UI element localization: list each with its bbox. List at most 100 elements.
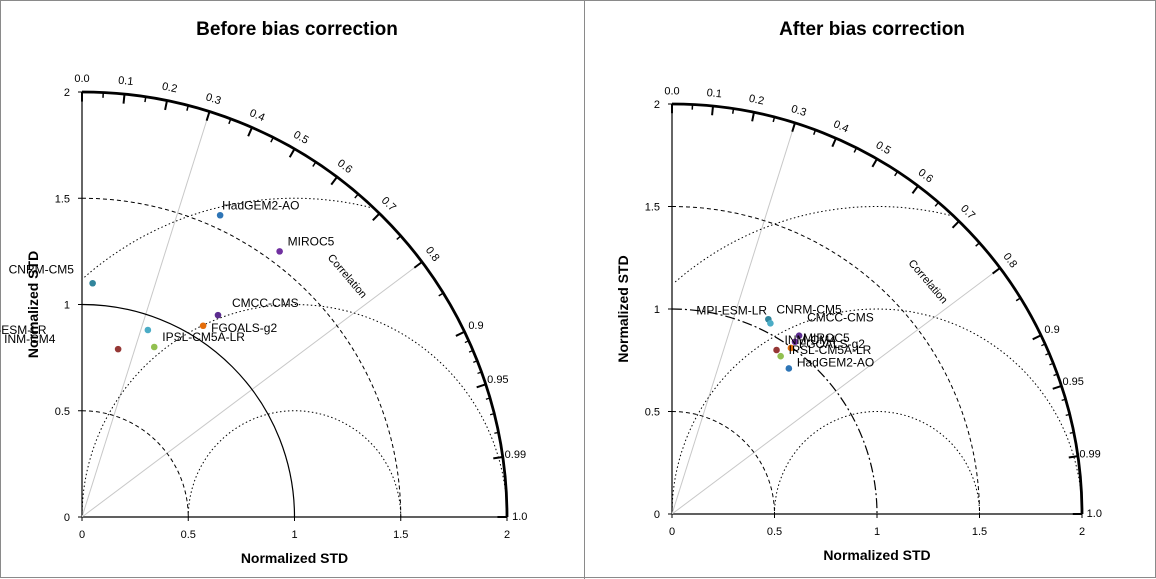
- correlation-major-tick: [872, 159, 877, 167]
- data-point: [151, 344, 158, 351]
- correlation-tick-label: 0.7: [379, 195, 398, 214]
- correlation-tick-label: 0.95: [487, 374, 508, 386]
- x-axis-label: Normalized STD: [241, 550, 348, 566]
- correlation-major-tick: [165, 101, 167, 110]
- y-tick-label: 1: [654, 304, 660, 316]
- correlation-minor-tick: [935, 202, 938, 206]
- correlation-major-tick: [124, 94, 125, 104]
- y-tick-label: 2: [64, 87, 70, 99]
- correlation-major-tick: [331, 177, 337, 185]
- taylor-diagram-before: Before bias correction 0.0 0.1 0.2 0.3 0.4 0.5…: [1, 1, 584, 579]
- correlation-minor-tick: [439, 293, 444, 296]
- correlation-major-tick: [993, 268, 1000, 274]
- correlation-tick-label: 1.0: [1087, 508, 1102, 520]
- correlation-major-tick: [290, 149, 295, 157]
- correlation-tick-label: 0.0: [664, 86, 679, 98]
- y-axis-label: Normalized STD: [615, 255, 631, 362]
- correlation-major-tick: [912, 186, 918, 193]
- correlation-major-tick: [712, 106, 713, 115]
- correlation-minor-tick: [733, 109, 734, 114]
- correlation-minor-tick: [976, 243, 980, 246]
- x-tick-label: 0.5: [181, 529, 196, 541]
- y-tick-label: 0.5: [645, 407, 660, 419]
- x-tick-label: 2: [504, 529, 510, 541]
- data-point-label: MIROC5: [288, 234, 335, 248]
- data-point: [89, 280, 96, 287]
- data-point-label: HadGEM2-AO: [222, 198, 299, 212]
- correlation-tick-label: 0.2: [161, 81, 178, 96]
- y-tick-label: 1: [64, 300, 70, 312]
- correlation-minor-tick: [1070, 432, 1074, 433]
- correlation-tick-label: 0.4: [248, 107, 267, 124]
- correlation-tick-label: 0.8: [423, 245, 442, 264]
- correlation-major-tick: [1069, 456, 1078, 457]
- correlation-tick-label: 0.9: [1044, 324, 1059, 336]
- correlation-minor-tick: [397, 236, 401, 240]
- correlation-major-tick: [248, 127, 252, 136]
- correlation-major-tick: [493, 457, 502, 458]
- data-point: [115, 346, 122, 353]
- data-point: [276, 248, 283, 255]
- x-tick-label: 0: [669, 526, 675, 538]
- std-arc: [672, 412, 775, 515]
- correlation-tick-label: 0.1: [706, 87, 722, 100]
- data-point-label: IPSL-CM5A-LR: [162, 330, 245, 344]
- correlation-major-tick: [752, 112, 754, 121]
- x-tick-label: 1: [874, 526, 880, 538]
- correlation-tick-label: 0.5: [874, 139, 893, 157]
- correlation-minor-tick: [355, 194, 358, 198]
- correlation-minor-tick: [271, 137, 273, 142]
- y-tick-label: 1.5: [55, 193, 70, 205]
- correlation-minor-tick: [313, 162, 316, 166]
- correlation-tick-label: 1.0: [512, 511, 527, 523]
- y-tick-label: 1.5: [645, 202, 660, 214]
- correlation-tick-label: 0.95: [1062, 376, 1083, 388]
- data-point-label: CNRM-CM5: [9, 262, 75, 276]
- correlation-major-tick: [792, 123, 795, 132]
- correlation-major-tick: [207, 112, 210, 121]
- correlation-tick-label: 0.99: [1079, 448, 1100, 460]
- correlation-tick-label: 0.1: [118, 75, 134, 88]
- x-tick-label: 1.5: [393, 529, 408, 541]
- correlation-tick-label: 0.8: [1001, 251, 1020, 270]
- correlation-major-tick: [1033, 335, 1041, 339]
- data-point-label: HadGEM2-AO: [797, 355, 874, 369]
- x-tick-label: 0.5: [767, 526, 782, 538]
- correlation-tick-label: 0.3: [790, 103, 808, 119]
- y-tick-label: 0: [64, 512, 70, 524]
- std-arc: [82, 198, 401, 517]
- correlation-major-tick: [953, 221, 959, 228]
- correlation-tick-label: 0.3: [204, 91, 222, 107]
- correlation-tick-label: 0.2: [748, 93, 765, 108]
- chart-title: Before bias correction: [196, 19, 398, 40]
- x-axis-label: Normalized STD: [823, 547, 930, 563]
- x-tick-label: 1.5: [972, 526, 987, 538]
- correlation-major-tick: [456, 332, 465, 336]
- x-tick-label: 0: [79, 529, 85, 541]
- correlation-major-tick: [832, 138, 836, 146]
- correlation-major-tick: [1053, 386, 1062, 389]
- data-point: [145, 327, 152, 334]
- correlation-tick-label: 0.0: [74, 73, 89, 85]
- correlation-minor-tick: [854, 148, 856, 153]
- data-point-label: MPI-ESM-LR: [696, 303, 767, 317]
- rms-arc: [188, 411, 400, 517]
- correlation-tick-label: 0.7: [958, 203, 977, 222]
- correlation-tick-label: 0.5: [291, 129, 310, 147]
- correlation-tick-label: 0.99: [505, 449, 526, 461]
- correlation-tick-label: 0.4: [832, 118, 851, 135]
- x-tick-label: 1: [291, 529, 297, 541]
- x-tick-label: 2: [1079, 526, 1085, 538]
- data-point: [767, 320, 774, 327]
- data-point-label: CMCC-CMS: [807, 311, 874, 325]
- data-point: [773, 347, 780, 354]
- correlation-label: Correlation: [906, 257, 950, 306]
- correlation-minor-tick: [895, 172, 898, 176]
- correlation-tick-label: 0.6: [335, 157, 354, 176]
- correlation-minor-tick: [494, 432, 498, 433]
- correlation-major-tick: [373, 213, 380, 220]
- y-tick-label: 0: [654, 509, 660, 521]
- data-point-label: INM-CM4: [4, 332, 56, 346]
